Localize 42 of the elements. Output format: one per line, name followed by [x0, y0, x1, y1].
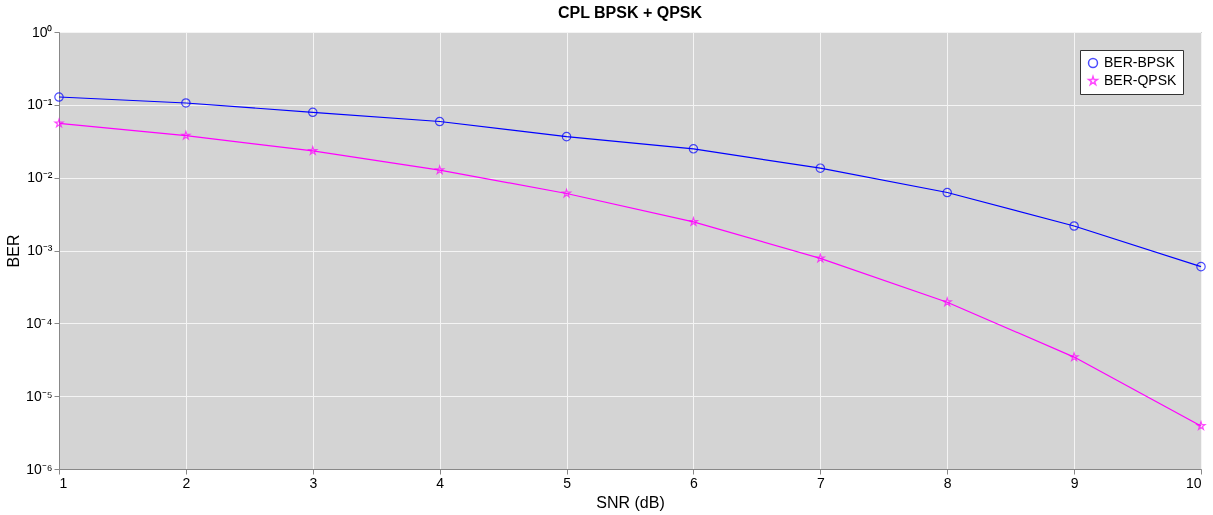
- point: [1196, 421, 1206, 430]
- point: [181, 130, 191, 140]
- point: [181, 98, 191, 108]
- y-tick-label: 10⁻⁵: [26, 387, 53, 404]
- y-tick-label: 10⁻²: [27, 169, 53, 186]
- point: [688, 217, 699, 226]
- x-tick-label: 3: [309, 474, 318, 491]
- x-axis-title: SNR (dB): [596, 493, 665, 511]
- y-tick-label: 10⁻⁴: [25, 314, 53, 331]
- point: [815, 253, 825, 263]
- y-tick-label: 10⁻³: [27, 242, 53, 258]
- legend-label: BER-BPSK: [1104, 54, 1176, 70]
- x-tick-label: 6: [690, 474, 699, 491]
- x-tick-label: 8: [943, 474, 952, 491]
- point: [561, 188, 572, 198]
- point: [1069, 352, 1079, 362]
- point: [54, 92, 64, 102]
- y-tick-label: 10⁻¹: [27, 96, 53, 113]
- point: [1196, 261, 1206, 272]
- point: [815, 163, 826, 173]
- x-tick-label: 5: [563, 474, 572, 491]
- y-tick-label: 10⁰: [31, 23, 53, 40]
- point: [434, 116, 445, 127]
- point: [942, 297, 952, 307]
- x-tick-label: 9: [1070, 474, 1079, 491]
- x-tick-label: 2: [182, 474, 191, 491]
- legend-label: BER-QPSK: [1104, 72, 1178, 88]
- y-tick-label: 10⁻⁶: [26, 460, 53, 477]
- x-tick-label: 1: [59, 474, 68, 491]
- point: [54, 118, 64, 128]
- x-tick-label: 7: [816, 474, 825, 491]
- point: [307, 107, 318, 118]
- y-axis-title: BER: [4, 234, 22, 268]
- x-tick-label: 4: [436, 474, 445, 491]
- x-tick-label: 10: [1185, 474, 1202, 491]
- point: [1069, 221, 1079, 231]
- point: [942, 187, 953, 198]
- point: [561, 131, 572, 142]
- point: [435, 165, 445, 175]
- chart-title: CPL BPSK + QPSK: [557, 4, 703, 21]
- point: [308, 146, 318, 155]
- point: [688, 144, 699, 154]
